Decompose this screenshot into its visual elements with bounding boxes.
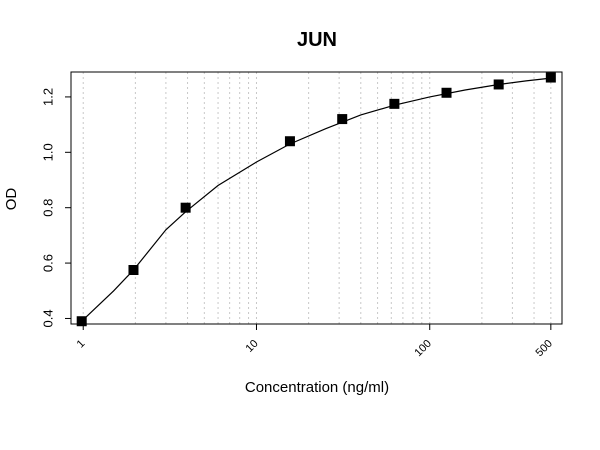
- data-point: [284, 136, 295, 147]
- data-points: [76, 72, 556, 327]
- x-tick-label: 1: [75, 338, 88, 351]
- y-tick-label: 1.0: [40, 143, 55, 161]
- data-point: [128, 265, 139, 275]
- chart-title: JUN: [297, 29, 337, 51]
- data-point: [337, 114, 348, 125]
- x-tick-label: 500: [534, 338, 555, 359]
- x-axis-label: Concentration (ng/ml): [245, 379, 389, 396]
- data-point: [441, 87, 452, 98]
- y-tick-label: 1.2: [40, 88, 55, 106]
- y-tick-label: 0.6: [40, 254, 55, 272]
- fit-curve: [81, 77, 551, 322]
- y-axis: 0.4 0.6 0.8 1.0 1.2: [40, 88, 71, 328]
- data-point: [493, 79, 504, 90]
- y-tick-label: 0.8: [40, 199, 55, 217]
- x-axis: 1 10 100 500: [75, 324, 555, 359]
- x-tick-label: 10: [244, 338, 261, 355]
- data-point: [389, 98, 400, 109]
- y-tick-label: 0.4: [40, 309, 55, 327]
- data-point: [76, 316, 87, 327]
- x-tick-label: 100: [412, 338, 433, 359]
- grid: [82, 72, 552, 324]
- data-point: [545, 72, 556, 83]
- plot-frame: [70, 71, 563, 325]
- y-axis-label: OD: [3, 188, 20, 211]
- data-point: [180, 202, 191, 213]
